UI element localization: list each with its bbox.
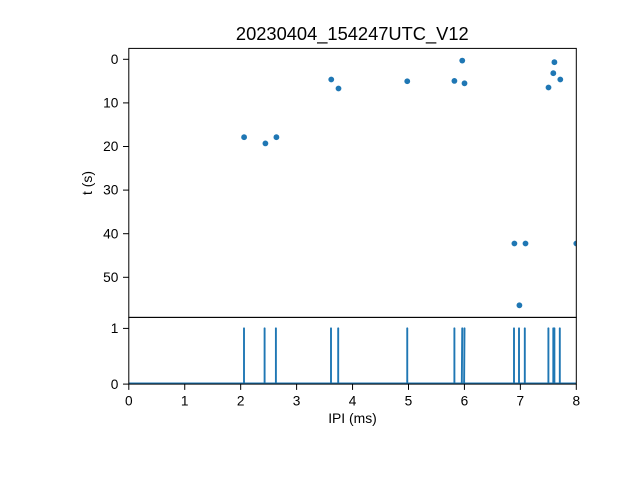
svg-text:t (s): t (s) [79,171,95,195]
svg-text:0: 0 [125,393,133,408]
svg-text:6: 6 [461,393,469,408]
svg-text:50: 50 [103,270,119,285]
svg-text:2: 2 [237,393,245,408]
svg-text:8: 8 [572,393,580,408]
svg-text:0: 0 [111,52,119,67]
svg-text:4: 4 [349,393,357,408]
svg-text:1: 1 [181,393,189,408]
svg-text:1: 1 [111,321,119,336]
svg-text:IPI (ms): IPI (ms) [328,410,377,426]
svg-text:40: 40 [103,226,119,241]
svg-text:30: 30 [103,183,119,198]
svg-text:5: 5 [405,393,413,408]
svg-text:20230404_154247UTC_V12: 20230404_154247UTC_V12 [236,23,469,45]
svg-text:20: 20 [103,139,119,154]
svg-text:10: 10 [103,96,119,111]
svg-text:7: 7 [517,393,525,408]
svg-text:0: 0 [111,377,119,392]
svg-text:3: 3 [293,393,301,408]
